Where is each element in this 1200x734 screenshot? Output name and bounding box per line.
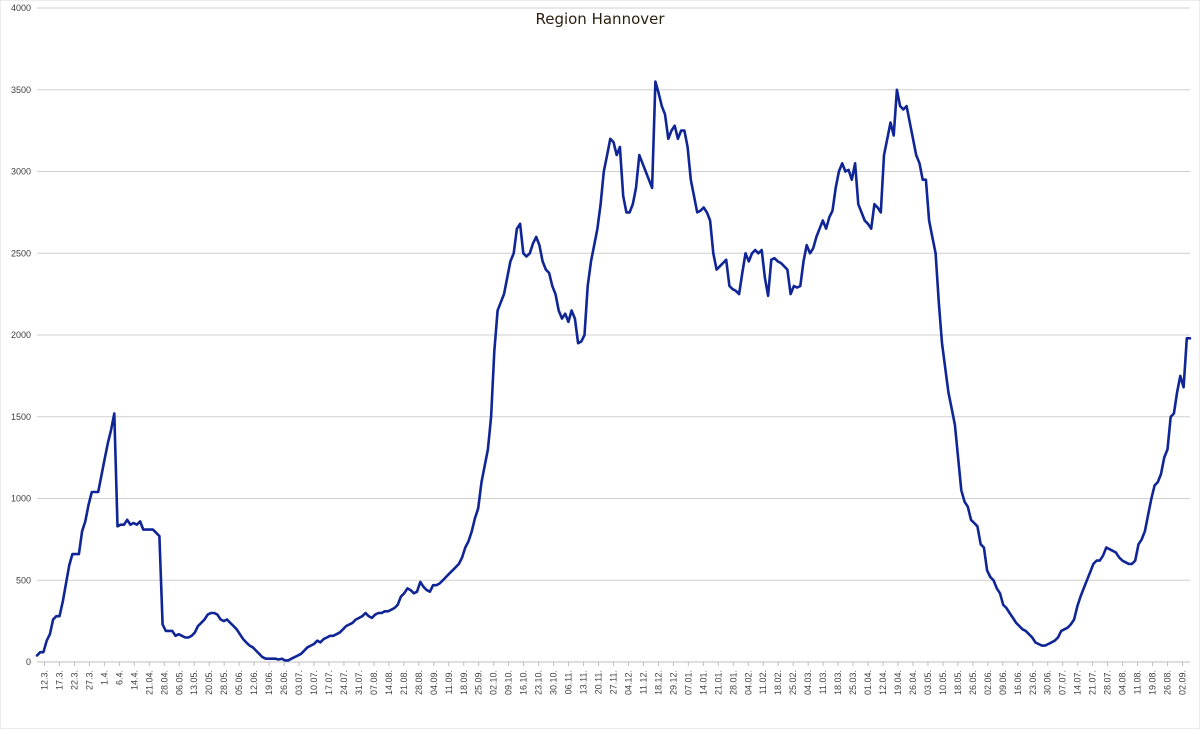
x-tick-label: 09.10. [504, 670, 514, 695]
x-tick-label: 12.04. [878, 670, 888, 695]
x-tick-label: 18.05. [953, 670, 963, 695]
chart-title: Region Hannover [535, 10, 665, 28]
x-tick-label: 1.4. [99, 670, 109, 685]
y-tick-label: 500 [16, 575, 31, 585]
x-tick-label: 20.05. [204, 670, 214, 695]
x-tick-label: 28.04. [159, 670, 169, 695]
x-tick-label: 18.09. [459, 670, 469, 695]
x-tick-label: 16.06. [1013, 670, 1023, 695]
x-tick-label: 27.11. [609, 670, 619, 694]
x-tick-label: 14.01. [698, 670, 708, 695]
x-tick-label: 26.05. [968, 670, 978, 695]
x-tick-label: 14.07. [1073, 670, 1083, 695]
y-tick-label: 1000 [11, 494, 31, 504]
y-tick-label: 0 [26, 657, 31, 667]
x-tick-label: 19.08. [1148, 670, 1158, 695]
x-tick-label: 09.06. [998, 670, 1008, 695]
x-tick-label: 11.12. [638, 670, 648, 694]
axes [37, 661, 1190, 666]
x-tick-label: 28.07. [1103, 670, 1113, 695]
x-tick-label: 04.02. [743, 670, 753, 695]
x-tick-label: 04.12. [623, 670, 633, 695]
x-tick-label: 21.08. [399, 670, 409, 695]
x-tick-label: 02.06. [983, 670, 993, 695]
x-tick-label: 03.07. [294, 670, 304, 695]
x-tick-label: 20.11. [594, 670, 604, 694]
x-tick-label: 11.09. [444, 670, 454, 694]
x-tick-label: 22.3. [69, 670, 79, 690]
x-tick-label: 21.07. [1088, 670, 1098, 695]
y-tick-label: 3500 [11, 85, 31, 95]
x-tick-label: 04.08. [1118, 670, 1128, 695]
x-tick-label: 07.07. [1058, 670, 1068, 695]
x-tick-label: 30.10. [549, 670, 559, 695]
y-tick-label: 3000 [11, 167, 31, 177]
y-axis-tick-labels: 0 500 1000 1500 2000 2500 3000 3500 4000 [11, 3, 31, 667]
x-tick-label: 29.12. [668, 670, 678, 695]
x-tick-label: 10.07. [309, 670, 319, 695]
x-tick-label: 27.3. [84, 670, 94, 690]
x-tick-label: 04.09. [429, 670, 439, 695]
x-tick-label: 26.04. [908, 670, 918, 695]
x-tick-label: 30.06. [1043, 670, 1053, 695]
x-tick-label: 26.08. [1163, 670, 1173, 695]
x-tick-label: 24.07. [339, 670, 349, 695]
x-tick-label: 18.02. [773, 670, 783, 695]
x-tick-label: 19.06. [264, 670, 274, 695]
y-tick-label: 2500 [11, 248, 31, 258]
x-tick-label: 14.4. [129, 670, 139, 690]
x-tick-label: 25.03. [848, 670, 858, 695]
x-tick-label: 07.08. [369, 670, 379, 695]
x-tick-label: 13.05. [189, 670, 199, 695]
x-tick-label: 13.11. [579, 670, 589, 694]
x-tick-label: 12.3. [39, 670, 49, 690]
x-tick-label: 01.04. [863, 670, 873, 695]
x-tick-label: 06.05. [174, 670, 184, 695]
x-tick-label: 06.11. [564, 670, 574, 694]
x-tick-label: 31.07. [354, 670, 364, 695]
series-line-0 [35, 80, 1192, 662]
x-tick-label: 25.02. [788, 670, 798, 695]
x-tick-label: 21.04. [144, 670, 154, 695]
x-tick-label: 23.06. [1028, 670, 1038, 695]
x-tick-label: 02.10. [489, 670, 499, 695]
x-tick-label: 07.01. [683, 670, 693, 695]
x-tick-label: 25.09. [474, 670, 484, 695]
x-tick-label: 12.06. [249, 670, 259, 695]
x-tick-label: 05.06. [234, 670, 244, 695]
x-tick-label: 23.10. [534, 670, 544, 695]
x-tick-label: 14.08. [384, 670, 394, 695]
gridlines [37, 7, 1190, 663]
series-layer [35, 80, 1192, 662]
x-tick-label: 16.10. [519, 670, 529, 695]
x-tick-label: 18.03. [833, 670, 843, 695]
x-tick-label: 19.04. [893, 670, 903, 695]
x-tick-label: 28.01. [728, 670, 738, 695]
x-tick-label: 10.05. [938, 670, 948, 695]
x-tick-label: 11.03. [818, 670, 828, 694]
x-tick-label: 11.08. [1133, 670, 1143, 694]
x-tick-label: 11.02. [758, 670, 768, 694]
x-tick-label: 17.3. [54, 670, 64, 690]
x-tick-label: 28.05. [219, 670, 229, 695]
x-tick-label: 04.03. [803, 670, 813, 695]
x-tick-label: 02.09. [1178, 670, 1188, 695]
x-tick-label: 28.08. [414, 670, 424, 695]
y-tick-label: 1500 [11, 412, 31, 422]
y-tick-label: 2000 [11, 330, 31, 340]
x-axis-tick-labels: 12.3. 17.3. 22.3. 27.3. 1.4. 6.4. 14.4. 21.04. 2… [39, 670, 1187, 695]
x-tick-label: 6.4. [114, 670, 124, 685]
x-tick-label: 26.06. [279, 670, 289, 695]
x-tick-label: 18.12. [653, 670, 663, 695]
y-tick-label: 4000 [11, 3, 31, 13]
x-tick-label: 21.01. [713, 670, 723, 695]
x-tick-label: 03.05. [923, 670, 933, 695]
x-tick-label: 17.07. [324, 670, 334, 695]
